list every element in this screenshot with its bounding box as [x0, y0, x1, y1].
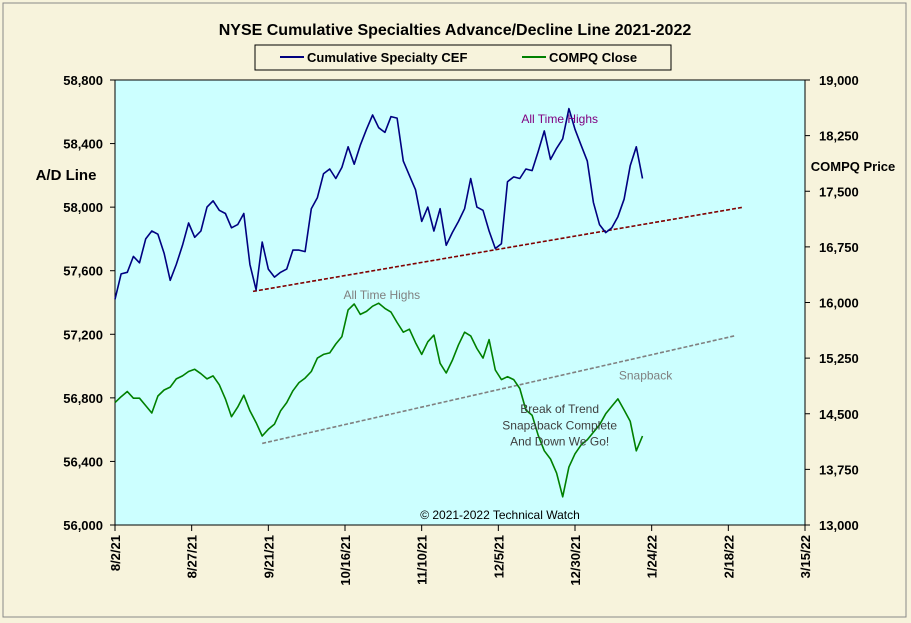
annotation-label: All Time Highs	[521, 112, 598, 126]
left-tick-label: 58,800	[63, 73, 103, 88]
annotation-label: Snapaback Complete	[502, 418, 617, 432]
left-tick-label: 56,400	[63, 454, 103, 469]
ad-trend-line	[252, 206, 744, 293]
annotation-label: All Time Highs	[343, 288, 420, 302]
x-tick-label: 12/30/21	[568, 535, 583, 586]
x-tick-label: 8/2/21	[108, 535, 123, 571]
left-tick-label: 56,800	[63, 391, 103, 406]
legend-label-ad-line: Cumulative Specialty CEF	[307, 50, 467, 65]
right-tick-label: 19,000	[819, 73, 859, 88]
right-tick-label: 15,250	[819, 351, 859, 366]
right-tick-label: 13,750	[819, 462, 859, 477]
legend-box	[254, 44, 672, 71]
left-tick-label: 57,200	[63, 327, 103, 342]
right-tick-label: 17,500	[819, 184, 859, 199]
x-tick-label: 10/16/21	[338, 535, 353, 586]
right-axis: 13,000 13,750 14,500 15,250 16,000 16,750 17,5…	[805, 73, 859, 533]
x-tick-label: 8/27/21	[185, 535, 200, 578]
right-tick-label: 16,750	[819, 240, 859, 255]
legend: Cumulative Specialty CEF COMPQ Close	[254, 44, 672, 71]
legend-label-compq: COMPQ Close	[549, 50, 637, 65]
trendlines	[252, 206, 744, 445]
x-tick-label: 3/15/22	[798, 535, 813, 578]
left-axis: 56,000 56,400 56,800 57,200 57,600 58,000 58,4…	[63, 73, 115, 533]
annotation-label: Snapback	[619, 369, 673, 383]
ad-line-series	[114, 107, 644, 300]
x-tick-label: 1/24/22	[645, 535, 660, 578]
left-tick-label: 57,600	[63, 264, 103, 279]
right-tick-label: 14,500	[819, 407, 859, 422]
compq-series	[114, 302, 644, 498]
left-tick-label: 58,000	[63, 200, 103, 215]
annotations: All Time Highs All Time Highs Snapback Brea…	[343, 112, 673, 449]
compq-trend-line	[262, 335, 735, 445]
annotation-label: Break of Trend	[520, 402, 599, 416]
right-tick-label: 13,000	[819, 518, 859, 533]
x-axis: 8/2/21 8/27/21 9/21/21 10/16/21 11/10/21 12/5…	[108, 525, 813, 586]
x-tick-label: 11/10/21	[415, 535, 430, 585]
right-tick-label: 18,250	[819, 129, 859, 144]
copyright-text: © 2021-2022 Technical Watch	[420, 508, 580, 522]
plot-area	[114, 79, 806, 526]
x-tick-label: 9/21/21	[261, 535, 276, 578]
series-lines	[114, 107, 644, 498]
left-axis-title: A/D Line	[36, 167, 97, 184]
left-tick-label: 58,400	[63, 137, 103, 152]
annotation-label: And Down We Go!	[510, 435, 609, 449]
right-axis-title: COMPQ Price	[811, 159, 896, 174]
x-tick-label: 2/18/22	[721, 535, 736, 578]
left-tick-label: 56,000	[63, 518, 103, 533]
chart-title: NYSE Cumulative Specialties Advance/Decl…	[219, 22, 692, 39]
right-tick-label: 16,000	[819, 296, 859, 311]
x-tick-label: 12/5/21	[491, 535, 506, 578]
